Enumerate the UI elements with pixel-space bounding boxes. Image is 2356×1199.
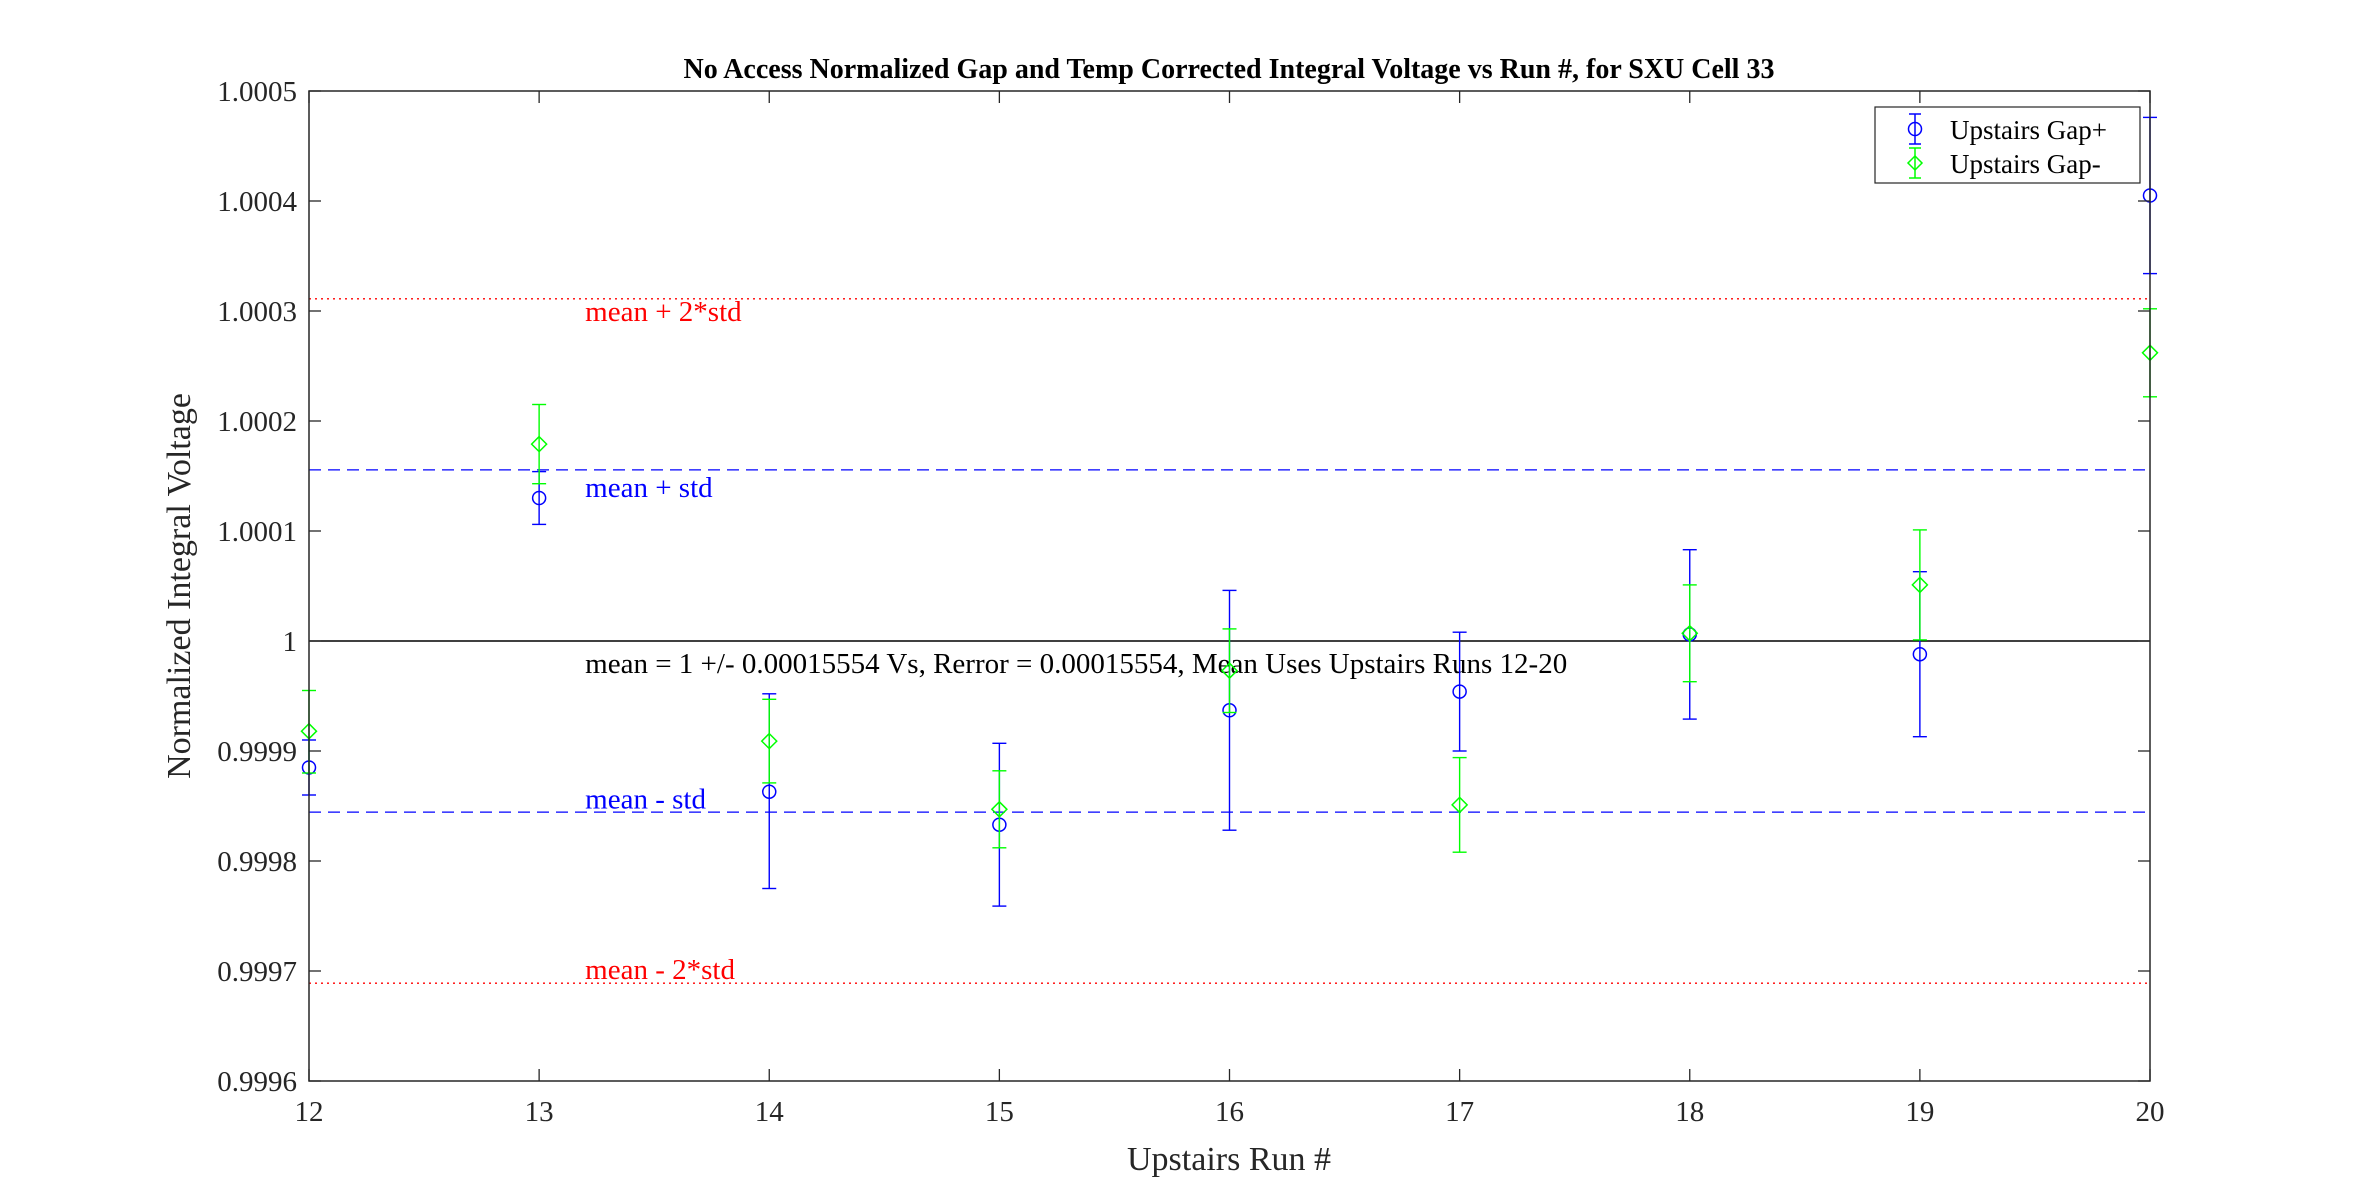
chart-title: No Access Normalized Gap and Temp Correc… [684,54,1775,85]
reference-label-4: mean - 2*std [585,954,735,986]
y-tick-label: 0.9996 [217,1066,297,1098]
y-tick-label: 0.9997 [217,956,297,988]
x-tick-label: 15 [985,1096,1014,1128]
legend-label-gap-plus: Upstairs Gap+ [1950,115,2107,145]
y-tick-label: 1.0004 [217,186,297,218]
legend-box [1874,106,2141,184]
x-tick-label: 20 [2136,1096,2165,1128]
x-axis-ticks: 12 13 14 15 16 17 18 19 20 [295,91,2165,1128]
x-tick-label: 14 [755,1096,785,1128]
data-point-diamond [530,435,548,453]
plot-area: mean + 2*std mean + std mean = 1 +/- 0.000… [217,76,2164,1128]
reference-label-3: mean - std [585,783,706,815]
x-tick-label: 17 [1445,1096,1474,1128]
y-tick-label: 1 [283,626,298,658]
y-tick-label: 0.9999 [217,736,297,768]
x-tick-label: 19 [1905,1096,1934,1128]
data-point-diamond [1681,624,1699,642]
x-tick-label: 16 [1215,1096,1244,1128]
data-point-circle [1912,646,1928,662]
y-axis-label: Normalized Integral Voltage [161,393,198,779]
data-point-circle [762,784,777,799]
legend-item-upstairs-gap-minus: Upstairs Gap- [1906,147,2101,179]
reference-label-2: mean = 1 +/- 0.00015554 Vs, Rerror = 0.0… [585,648,1567,680]
x-axis-label: Upstairs Run # [1127,1141,1331,1178]
x-tick-label: 13 [525,1096,554,1128]
y-tick-label: 1.0005 [217,76,297,108]
y-tick-label: 1.0001 [217,516,297,548]
legend: Upstairs Gap+ Upstairs Gap- [1874,106,2141,184]
legend-marker-circle [1907,121,1923,137]
data-point-diamond [760,732,778,750]
y-tick-label: 1.0003 [217,296,297,328]
x-tick-label: 12 [295,1096,324,1128]
reference-label-1: mean + std [585,472,713,504]
legend-item-upstairs-gap-plus: Upstairs Gap+ [1907,113,2107,145]
reference-label-0: mean + 2*std [585,296,742,328]
data-point-diamond [990,800,1008,818]
data-point-circle [1452,684,1467,699]
data-point-diamond [1451,796,1469,814]
data-point-diamond [1220,662,1239,680]
y-axis-ticks: 0.9996 0.9997 0.9998 0.9999 1 1.0001 1.0002 1.0… [217,76,2150,1098]
data-point-diamond [1911,576,1929,594]
data-point-circle [531,490,547,506]
y-tick-label: 1.0002 [217,406,297,438]
legend-marker-diamond [1906,154,1924,172]
reference-labels: mean + 2*std mean + std mean = 1 +/- 0.000… [585,296,1567,986]
legend-label-gap-minus: Upstairs Gap- [1950,149,2101,179]
y-tick-label: 0.9998 [217,846,297,878]
x-tick-label: 18 [1675,1096,1704,1128]
